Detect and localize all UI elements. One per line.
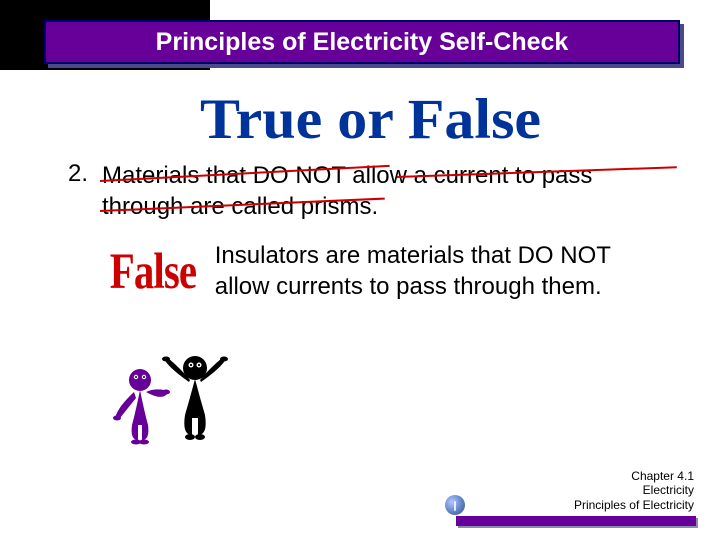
footer-line: Electricity: [574, 483, 694, 497]
question-block: 2. Materials that DO NOT allow a current…: [52, 160, 672, 222]
title-banner: Principles of Electricity Self-Check: [44, 20, 680, 64]
footer-bar: [456, 516, 696, 526]
footer-line: Principles of Electricity: [574, 498, 694, 512]
clipart-figures: [110, 340, 240, 460]
footer-ball-icon: [445, 495, 465, 515]
question-number: 2.: [52, 160, 102, 222]
question-text: Materials that DO NOT allow a current to…: [102, 160, 672, 222]
answer-block: False Insulators are materials that DO N…: [106, 240, 666, 302]
answer-explanation: Insulators are materials that DO NOT all…: [215, 240, 666, 302]
footer-text: Chapter 4.1 Electricity Principles of El…: [574, 469, 694, 512]
footer-line: Chapter 4.1: [574, 469, 694, 483]
page-title: Principles of Electricity Self-Check: [156, 28, 569, 57]
verdict-label: False: [110, 242, 211, 301]
true-or-false-headline: True or False: [200, 87, 541, 153]
